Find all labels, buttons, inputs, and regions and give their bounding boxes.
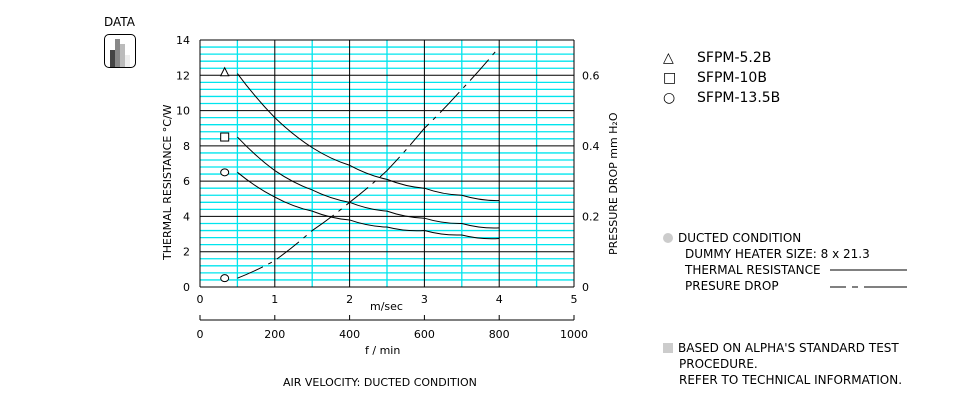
circle-marker xyxy=(220,168,230,177)
series-line-SFPM-10B xyxy=(237,136,500,229)
note-thermal: THERMAL RESISTANCE xyxy=(685,263,821,277)
series-line-SFPM-13.5B xyxy=(237,171,500,240)
y2-tick-label: 0.4 xyxy=(582,140,600,153)
note-based: BASED ON ALPHA'S STANDARD TEST xyxy=(663,341,899,355)
legend-label: SFPM-13.5B xyxy=(697,90,781,106)
square-marker xyxy=(220,132,230,142)
bar-chart-icon xyxy=(104,34,136,68)
dot-icon xyxy=(663,233,673,243)
circle-icon: ○ xyxy=(663,90,676,106)
legend-label: SFPM-10B xyxy=(697,70,767,86)
triangle-icon: △ xyxy=(663,50,674,66)
y-tick-label: 10 xyxy=(176,105,190,118)
y-tick-label: 2 xyxy=(183,246,190,259)
x2-tick-label: 600 xyxy=(414,328,435,341)
legend-label: SFPM-5.2B xyxy=(697,50,772,66)
note-pressure: PRESURE DROP xyxy=(685,279,779,293)
x-tick-label: 1 xyxy=(271,293,278,306)
x-tick-label: 2 xyxy=(346,293,353,306)
note-ducted: DUCTED CONDITION xyxy=(663,231,801,245)
y2-tick-label: 0 xyxy=(582,281,589,294)
note-procedure: PROCEDURE. xyxy=(679,357,758,371)
series-line-pressure-drop xyxy=(237,46,500,279)
note-heater: DUMMY HEATER SIZE: 8 x 21.3 xyxy=(685,247,870,261)
x2-tick-label: 200 xyxy=(264,328,285,341)
x2-tick-label: 800 xyxy=(489,328,510,341)
legend-item: △ SFPM-5.2B xyxy=(663,50,771,66)
x-axis-label: m/sec xyxy=(370,300,403,313)
x-tick-label: 3 xyxy=(421,293,428,306)
triangle-marker xyxy=(219,66,230,77)
x2-tick-label: 1000 xyxy=(560,328,588,341)
chart-caption: AIR VELOCITY: DUCTED CONDITION xyxy=(283,376,477,389)
y-tick-label: 8 xyxy=(183,140,190,153)
y-tick-label: 14 xyxy=(176,34,190,47)
y-axis-label: THERMAL RESISTANCE °C/W xyxy=(161,104,174,261)
x2-tick-label: 400 xyxy=(339,328,360,341)
y-tick-label: 6 xyxy=(183,175,190,188)
ducted-text: DUCTED CONDITION xyxy=(678,231,802,245)
data-badge-label: DATA xyxy=(104,15,135,29)
series-line-SFPM-5.2B xyxy=(236,73,500,202)
x-tick-label: 5 xyxy=(571,293,578,306)
x-tick-label: 4 xyxy=(496,293,503,306)
y-tick-label: 12 xyxy=(176,69,190,82)
y-tick-label: 4 xyxy=(183,210,190,223)
x-tick-label: 0 xyxy=(197,293,204,306)
square-icon: □ xyxy=(663,70,677,86)
y2-tick-label: 0.6 xyxy=(582,69,600,82)
circle-marker xyxy=(220,274,230,283)
legend-item: ○ SFPM-13.5B xyxy=(663,90,780,106)
y2-tick-label: 0.2 xyxy=(582,210,600,223)
legend-item: □ SFPM-10B xyxy=(663,70,767,86)
x2-tick-label: 0 xyxy=(197,328,204,341)
based-text: BASED ON ALPHA'S STANDARD TEST xyxy=(678,341,899,355)
square-bullet-icon xyxy=(663,343,673,353)
note-refer: REFER TO TECHNICAL INFORMATION. xyxy=(679,373,903,387)
y2-axis-label: PRESSURE DROP mm H₂O xyxy=(607,112,620,255)
x2-axis-label: f / min xyxy=(365,344,400,357)
y-tick-label: 0 xyxy=(183,281,190,294)
